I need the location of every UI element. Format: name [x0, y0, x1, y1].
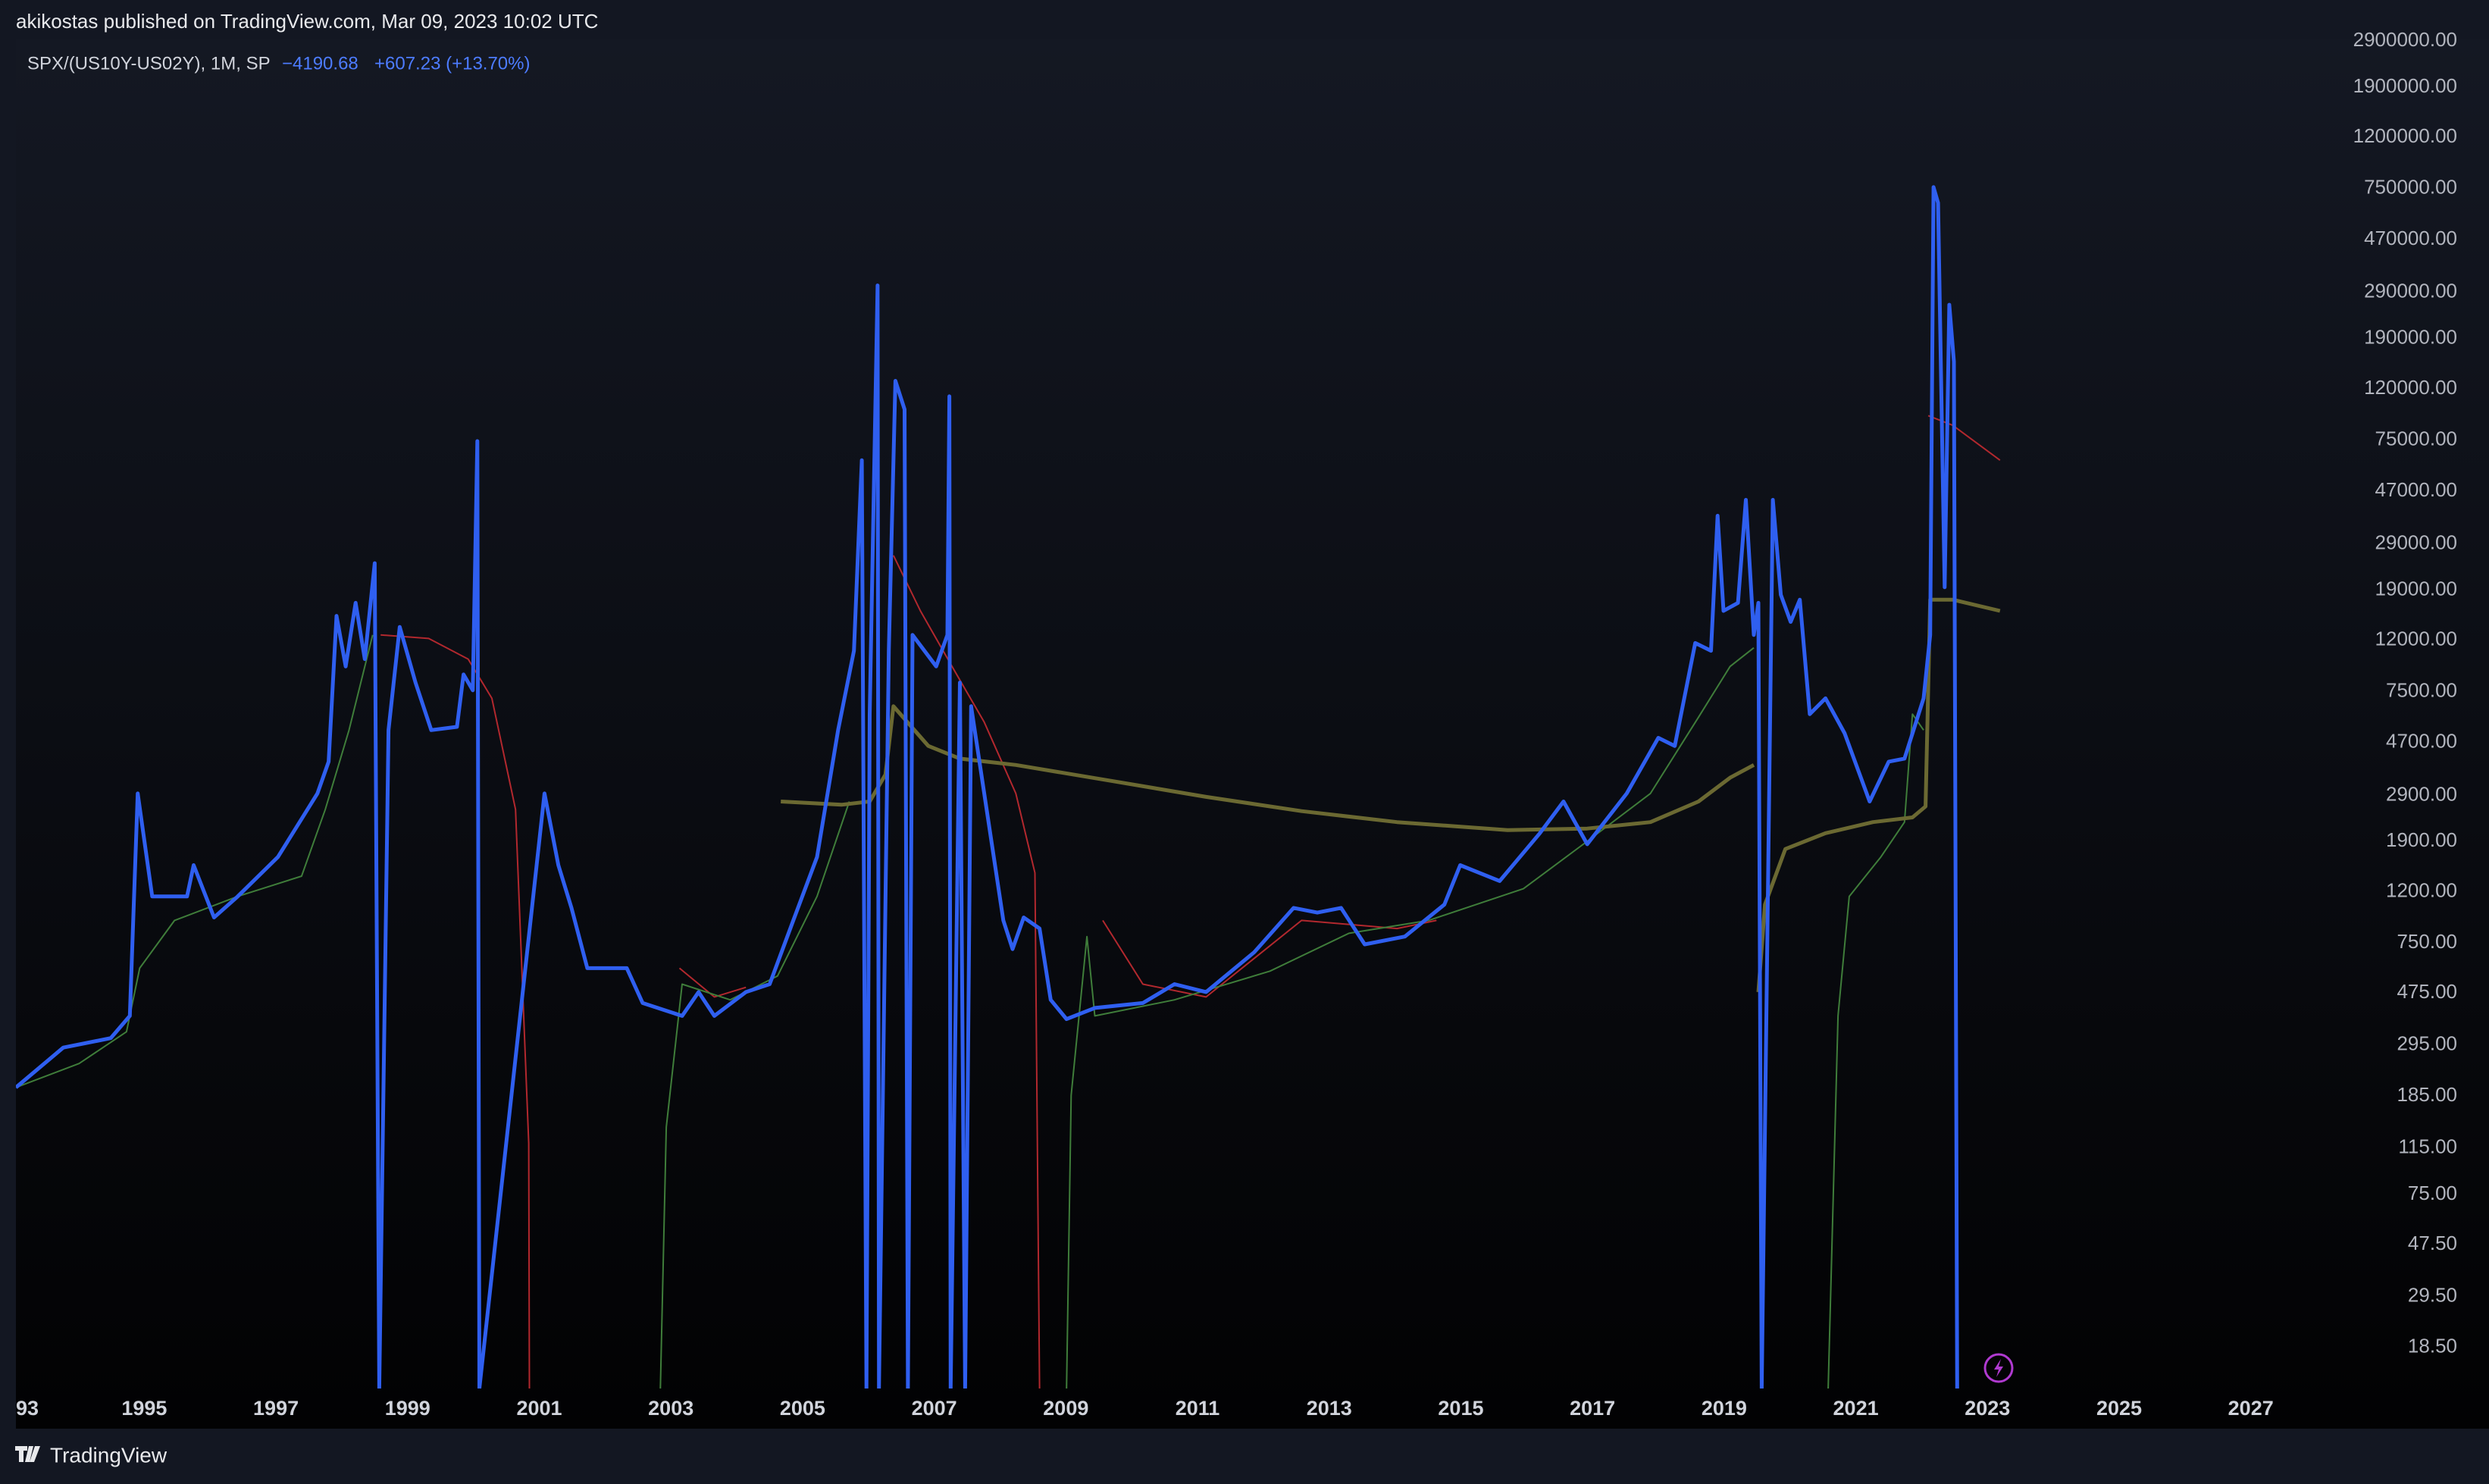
x-tick-label: 1997 — [253, 1397, 299, 1420]
y-tick-label: 295.00 — [2397, 1032, 2457, 1055]
y-tick-label: 1900000.00 — [2353, 74, 2457, 97]
x-tick-label: 2007 — [912, 1397, 957, 1420]
lightning-icon[interactable] — [1983, 1353, 2014, 1383]
x-tick-label: 2025 — [2096, 1397, 2142, 1420]
y-tick-label: 18.50 — [2408, 1335, 2457, 1357]
y-tick-label: 47.50 — [2408, 1232, 2457, 1254]
x-tick-label: 2019 — [1702, 1397, 1747, 1420]
y-tick-label: 750.00 — [2397, 930, 2457, 953]
x-tick-label: 2017 — [1570, 1397, 1615, 1420]
legend-change: +607.23 (+13.70%) — [374, 53, 531, 74]
tradingview-logo — [15, 1446, 40, 1462]
y-tick-label: 120000.00 — [2364, 376, 2457, 399]
y-tick-label: 12000.00 — [2375, 628, 2457, 650]
y-tick-label: 4700.00 — [2386, 730, 2457, 753]
x-tick-label: 2015 — [1438, 1397, 1483, 1420]
y-tick-label: 1200000.00 — [2353, 124, 2457, 147]
x-tick-label: 93 — [16, 1397, 39, 1420]
x-tick-label: 2003 — [648, 1397, 693, 1420]
y-tick-label: 75000.00 — [2375, 427, 2457, 450]
footer-brand: TradingView — [50, 1443, 167, 1467]
x-tick-label: 2027 — [2228, 1397, 2274, 1420]
y-tick-label: 185.00 — [2397, 1083, 2457, 1106]
plot-area — [16, 185, 2001, 1389]
series-line — [16, 634, 1924, 1389]
y-tick-label: 1200.00 — [2386, 878, 2457, 901]
y-tick-label: 47000.00 — [2375, 478, 2457, 501]
y-tick-label: 470000.00 — [2364, 227, 2457, 249]
x-tick-label: 1995 — [121, 1397, 167, 1420]
series-line — [781, 597, 2001, 993]
chart-panel — [16, 39, 2489, 1429]
x-tick-label: 2001 — [516, 1397, 562, 1420]
symbol-legend: SPX/(US10Y-US02Y), 1M, SP — [27, 53, 271, 74]
publish-header: akikostas published on TradingView.com, … — [16, 10, 598, 33]
x-tick-label: 2021 — [1833, 1397, 1879, 1420]
y-tick-label: 7500.00 — [2386, 678, 2457, 701]
x-tick-label: 2009 — [1043, 1397, 1088, 1420]
y-tick-label: 2900000.00 — [2353, 28, 2457, 51]
y-tick-label: 115.00 — [2398, 1135, 2457, 1157]
y-tick-label: 290000.00 — [2364, 280, 2457, 302]
series-line — [380, 415, 2001, 1389]
y-tick-label: 29.50 — [2408, 1283, 2457, 1306]
y-tick-label: 75.00 — [2408, 1182, 2457, 1204]
x-tick-label: 1999 — [385, 1397, 430, 1420]
y-tick-label: 475.00 — [2397, 980, 2457, 1003]
x-tick-label: 2013 — [1307, 1397, 1352, 1420]
y-tick-label: 750000.00 — [2364, 176, 2457, 199]
y-tick-label: 1900.00 — [2386, 828, 2457, 851]
series-line — [16, 185, 1959, 1389]
x-tick-label: 2023 — [1965, 1397, 2010, 1420]
y-tick-label: 19000.00 — [2375, 577, 2457, 600]
legend-value: −4190.68 — [282, 53, 358, 74]
y-tick-label: 2900.00 — [2386, 782, 2457, 805]
x-tick-label: 2011 — [1176, 1397, 1220, 1420]
y-tick-label: 29000.00 — [2375, 531, 2457, 553]
x-tick-label: 2005 — [780, 1397, 825, 1420]
y-tick-label: 190000.00 — [2364, 326, 2457, 349]
